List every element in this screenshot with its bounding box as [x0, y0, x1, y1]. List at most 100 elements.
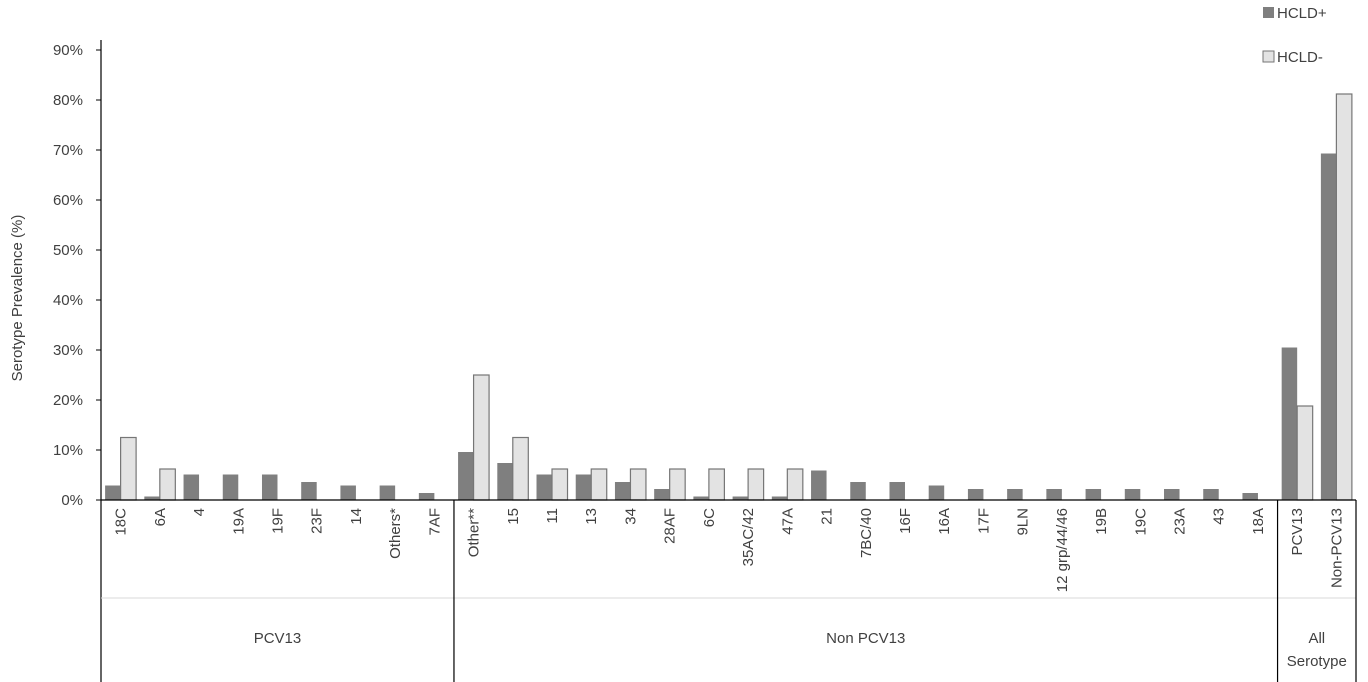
bar-hcld-pos — [105, 485, 121, 500]
y-axis: 0% 10% 20% 30% 40% 50% 60% 70% 80% 90% — [53, 40, 102, 682]
bar-hcld-pos — [497, 463, 513, 500]
bar-hcld-pos — [693, 496, 709, 500]
category-label: 21 — [819, 508, 836, 525]
bar-hcld-neg — [472, 374, 490, 501]
category-label: 14 — [348, 508, 365, 525]
bar-hcld-neg — [786, 468, 804, 501]
category-label: 28AF — [662, 508, 679, 544]
category-label: Other** — [466, 508, 483, 557]
category-label: 43 — [1211, 508, 1228, 525]
bar-hcld-pos — [340, 485, 356, 500]
category-label: 15 — [505, 508, 522, 525]
bar-hcld-pos — [458, 452, 474, 500]
bar-hcld-pos — [614, 482, 631, 500]
bar-hcld-pos — [1242, 493, 1258, 500]
category-label: 9LN — [1015, 508, 1032, 536]
bar-hcld-neg — [747, 468, 765, 501]
category-label: 19F — [269, 508, 286, 534]
bar-hcld-neg — [512, 436, 529, 501]
category-label: 17F — [975, 508, 992, 534]
bar-hcld-pos — [261, 474, 278, 500]
bar-hcld-pos — [1164, 489, 1180, 500]
bar-hcld-neg — [708, 468, 725, 501]
category-label: 19A — [230, 508, 247, 535]
bar-hcld-pos — [732, 496, 749, 500]
bar-hcld-pos — [850, 482, 866, 500]
bar-hcld-pos — [1203, 489, 1219, 500]
bar-hcld-pos — [928, 485, 945, 500]
category-label: Others* — [387, 508, 404, 559]
bar-hcld-pos — [144, 496, 160, 500]
bar-hcld-pos — [418, 493, 435, 500]
y-tick-label: 30% — [53, 342, 83, 359]
category-label: 19B — [1093, 508, 1110, 535]
bar-hcld-pos — [536, 474, 553, 500]
category-label: PCV13 — [1289, 508, 1306, 556]
bar-hcld-neg — [669, 468, 686, 501]
bars — [105, 93, 1353, 501]
category-label: 13 — [583, 508, 600, 525]
bar-hcld-pos — [1281, 347, 1298, 500]
legend-label: HCLD- — [1277, 49, 1323, 66]
bar-hcld-neg — [159, 468, 176, 501]
y-tick-label: 60% — [53, 192, 83, 209]
legend-swatch — [1263, 7, 1274, 18]
category-label: 7AF — [426, 508, 443, 536]
bar-hcld-neg — [120, 436, 137, 501]
group-label: PCV13 — [254, 630, 302, 647]
category-label: 47A — [779, 508, 796, 535]
bar-hcld-pos — [379, 485, 396, 500]
category-label: 6A — [152, 508, 169, 526]
bar-hcld-pos — [1085, 489, 1102, 500]
bar-hcld-neg — [629, 468, 647, 501]
category-label: 11 — [544, 508, 561, 524]
bar-hcld-neg — [1335, 93, 1353, 501]
legend-swatch — [1262, 50, 1275, 63]
bar-hcld-pos — [222, 474, 239, 500]
category-label: 12 grp/44/46 — [1054, 508, 1071, 592]
bar-hcld-pos — [967, 489, 984, 500]
bar-hcld-pos — [1124, 489, 1141, 500]
bar-hcld-pos — [889, 482, 905, 500]
category-label: 35AC/42 — [740, 508, 757, 566]
bar-hcld-pos — [811, 470, 827, 500]
category-label: 16A — [936, 508, 953, 535]
y-tick-label: 20% — [53, 392, 83, 409]
group-label: All Serotype — [1287, 630, 1347, 670]
bar-hcld-pos — [1007, 489, 1023, 500]
bar-hcld-pos — [654, 489, 670, 500]
category-label: 19C — [1132, 508, 1149, 536]
legend: HCLD+ HCLD- — [1262, 5, 1327, 66]
y-tick-label: 80% — [53, 92, 83, 109]
bar-hcld-pos — [183, 474, 200, 500]
category-label: 6C — [701, 508, 718, 527]
category-label: 16F — [897, 508, 914, 534]
y-tick-label: 10% — [53, 442, 83, 459]
category-label: 23F — [309, 508, 326, 534]
bar-hcld-pos — [575, 474, 592, 500]
category-label: 34 — [622, 508, 639, 525]
bar-hcld-neg — [1296, 405, 1314, 501]
bar-hcld-neg — [551, 468, 569, 501]
bar-hcld-pos — [301, 482, 317, 500]
group-label: Non PCV13 — [826, 630, 905, 647]
category-label: 4 — [191, 508, 208, 516]
legend-label: HCLD+ — [1277, 5, 1327, 22]
category-label: 23A — [1172, 508, 1189, 535]
category-label: 18C — [113, 508, 130, 536]
y-tick-label: 50% — [53, 242, 83, 259]
y-tick-label: 0% — [61, 492, 83, 509]
y-axis-title: Serotype Prevalence (%) — [9, 215, 26, 382]
x-axis: 18C 6A 4 19A 19F 23F 14 Others* 7AF Other** 15 11 13… — [101, 499, 1357, 682]
y-tick-label: 70% — [53, 142, 83, 159]
bar-hcld-pos — [1320, 153, 1337, 500]
bar-hcld-neg — [590, 468, 608, 501]
bar-hcld-pos — [1046, 489, 1062, 500]
category-label: Non-PCV13 — [1328, 508, 1345, 588]
bar-hcld-pos — [771, 496, 788, 500]
y-tick-label: 40% — [53, 292, 83, 309]
y-tick-label: 90% — [53, 42, 83, 59]
category-label: 7BC/40 — [858, 508, 875, 558]
category-label: 18A — [1250, 508, 1267, 535]
